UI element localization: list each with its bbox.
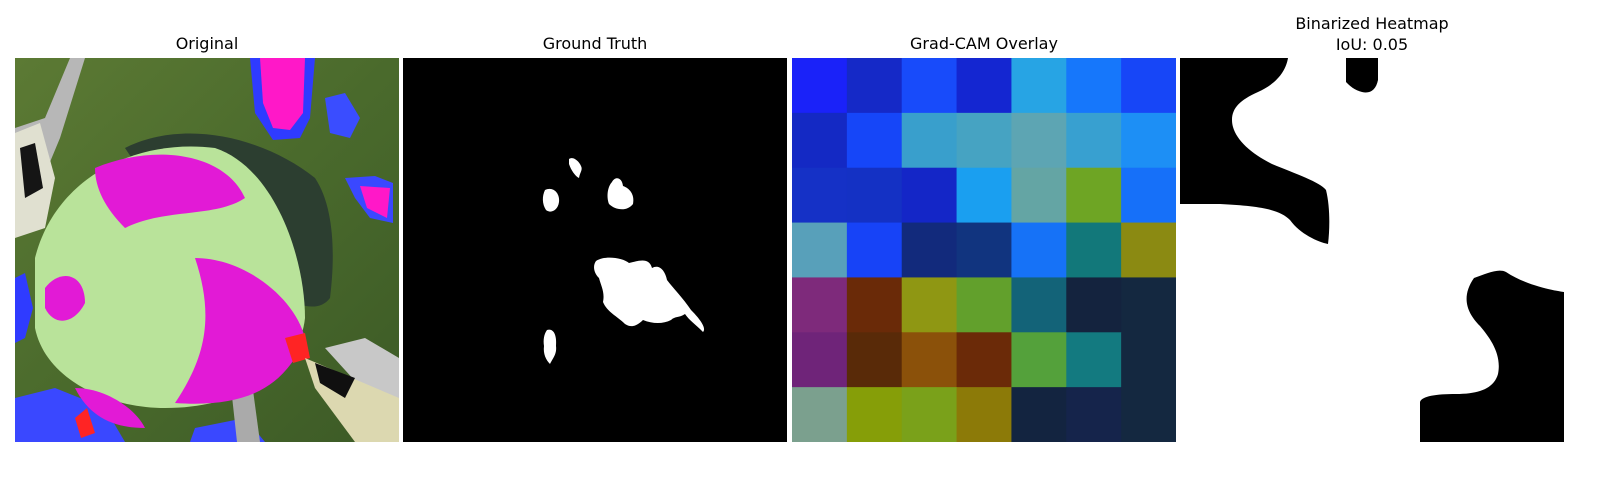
- heatmap-cell: [901, 222, 958, 278]
- heatmap-cell: [1121, 58, 1176, 114]
- binarized-mask: [1180, 58, 1564, 442]
- heatmap-cell: [846, 222, 903, 278]
- gradcam-heatmap: [792, 58, 1176, 442]
- heatmap-cell: [792, 277, 848, 333]
- panel-title: Original: [175, 34, 239, 53]
- heatmap-cell: [846, 112, 903, 169]
- iou-label: IoU: 0.05: [1335, 35, 1409, 54]
- heatmap-cell: [1066, 167, 1122, 224]
- panel-title: Grad-CAM Overlay: [910, 34, 1058, 53]
- heatmap-cell: [901, 387, 958, 442]
- heatmap-cell: [956, 167, 1012, 224]
- heatmap-cell: [792, 58, 848, 114]
- heatmap-cell: [1066, 332, 1122, 388]
- panel-original: Original: [15, 0, 399, 442]
- heatmap-cell: [792, 387, 848, 442]
- heatmap-cell: [1011, 167, 1067, 224]
- heatmap-cell: [792, 222, 848, 278]
- heatmap-cell: [1121, 167, 1176, 224]
- heatmap-cell: [956, 387, 1012, 442]
- heatmap-cell: [1011, 112, 1067, 169]
- heatmap-cell: [1121, 277, 1176, 333]
- heatmap-cell: [846, 387, 903, 442]
- panel-ground-truth: Ground Truth: [403, 0, 787, 442]
- heatmap-cell: [1066, 112, 1122, 169]
- heatmap-cell: [956, 112, 1012, 169]
- heatmap-cell: [901, 167, 958, 224]
- heatmap-cell: [846, 277, 903, 333]
- heatmap-cell: [1066, 222, 1122, 278]
- original-image: [15, 58, 399, 442]
- heatmap-cell: [792, 332, 848, 388]
- heatmap-cell: [1121, 112, 1176, 169]
- heatmap-cell: [956, 332, 1012, 388]
- heatmap-cell: [1066, 277, 1122, 333]
- heatmap-cell: [1011, 387, 1067, 442]
- heatmap-cell: [901, 112, 958, 169]
- panel-gradcam-overlay: Grad-CAM Overlay: [792, 0, 1176, 442]
- heatmap-cell: [846, 58, 903, 114]
- heatmap-cell: [901, 277, 958, 333]
- heatmap-cell: [1121, 222, 1176, 278]
- ground-truth-mask: [403, 58, 787, 442]
- heatmap-cell: [792, 112, 848, 169]
- heatmap-cell: [1066, 387, 1122, 442]
- panel-title: Binarized Heatmap: [1295, 14, 1449, 33]
- heatmap-cell: [1011, 332, 1067, 388]
- heatmap-cell: [956, 277, 1012, 333]
- heatmap-cell: [1011, 58, 1067, 114]
- heatmap-cell: [792, 167, 848, 224]
- heatmap-cell: [1066, 58, 1122, 114]
- heatmap-cell: [901, 58, 958, 114]
- heatmap-cell: [1011, 222, 1067, 278]
- heatmap-cell: [1121, 332, 1176, 388]
- heatmap-cell: [901, 332, 958, 388]
- heatmap-cell: [1011, 277, 1067, 333]
- heatmap-cell: [846, 167, 903, 224]
- heatmap-cell: [956, 222, 1012, 278]
- heatmap-cell: [956, 58, 1012, 114]
- heatmap-cell: [846, 332, 903, 388]
- panel-binarized-heatmap: Binarized Heatmap IoU: 0.05: [1180, 0, 1564, 442]
- heatmap-cell: [1121, 387, 1176, 442]
- panel-title: Ground Truth: [542, 34, 648, 53]
